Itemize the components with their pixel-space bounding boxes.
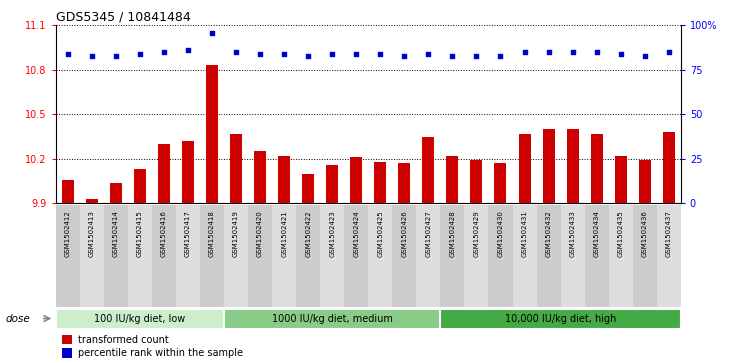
- Point: [446, 53, 458, 58]
- Point: [398, 53, 410, 58]
- Text: percentile rank within the sample: percentile rank within the sample: [78, 348, 243, 358]
- Text: GSM1502435: GSM1502435: [618, 210, 623, 257]
- Point: [182, 48, 194, 53]
- Text: transformed count: transformed count: [78, 335, 169, 345]
- Text: GSM1502433: GSM1502433: [570, 210, 576, 257]
- Point: [423, 51, 434, 57]
- Bar: [470, 160, 482, 203]
- Point: [278, 51, 290, 57]
- Bar: [56, 309, 224, 329]
- Point: [230, 49, 242, 55]
- Point: [615, 51, 626, 57]
- Point: [591, 49, 603, 55]
- Text: GSM1502437: GSM1502437: [666, 210, 672, 257]
- Bar: [423, 136, 434, 203]
- Point: [206, 30, 218, 36]
- Text: dose: dose: [6, 314, 31, 323]
- Point: [327, 51, 339, 57]
- Point: [134, 51, 146, 57]
- Bar: [230, 134, 242, 203]
- Bar: [134, 169, 146, 203]
- Text: GSM1502414: GSM1502414: [113, 210, 119, 257]
- Point: [374, 51, 386, 57]
- Point: [495, 53, 507, 58]
- Bar: [62, 335, 72, 344]
- Point: [470, 53, 482, 58]
- Point: [567, 49, 579, 55]
- Bar: [440, 309, 681, 329]
- Point: [62, 51, 74, 57]
- Point: [302, 53, 314, 58]
- Text: GSM1502422: GSM1502422: [305, 210, 311, 257]
- Text: GSM1502418: GSM1502418: [209, 210, 215, 257]
- Bar: [663, 132, 675, 203]
- Text: GSM1502424: GSM1502424: [353, 210, 359, 257]
- Text: GSM1502415: GSM1502415: [137, 210, 143, 257]
- Bar: [398, 163, 411, 203]
- Point: [110, 53, 122, 58]
- Bar: [302, 174, 314, 203]
- Bar: [615, 156, 626, 203]
- Text: GSM1502420: GSM1502420: [257, 210, 263, 257]
- Point: [86, 53, 97, 58]
- Bar: [542, 129, 554, 203]
- Text: GSM1502431: GSM1502431: [522, 210, 527, 257]
- Bar: [254, 151, 266, 203]
- Text: GSM1502419: GSM1502419: [233, 210, 239, 257]
- Bar: [326, 165, 339, 203]
- Text: GSM1502425: GSM1502425: [377, 210, 383, 257]
- Point: [639, 53, 651, 58]
- Bar: [182, 141, 194, 203]
- Text: GSM1502417: GSM1502417: [185, 210, 191, 257]
- Bar: [374, 162, 386, 203]
- Bar: [519, 134, 530, 203]
- Text: GSM1502421: GSM1502421: [281, 210, 287, 257]
- Text: GSM1502426: GSM1502426: [401, 210, 407, 257]
- Bar: [206, 65, 218, 203]
- Bar: [278, 156, 290, 203]
- Bar: [158, 144, 170, 203]
- Point: [542, 49, 554, 55]
- Bar: [591, 134, 603, 203]
- Bar: [495, 163, 507, 203]
- Bar: [446, 156, 458, 203]
- Text: GSM1502428: GSM1502428: [449, 210, 455, 257]
- Text: 100 IU/kg diet, low: 100 IU/kg diet, low: [94, 314, 185, 323]
- Text: 1000 IU/kg diet, medium: 1000 IU/kg diet, medium: [272, 314, 393, 323]
- Text: GSM1502432: GSM1502432: [545, 210, 551, 257]
- Text: GSM1502416: GSM1502416: [161, 210, 167, 257]
- Text: GSM1502423: GSM1502423: [330, 210, 336, 257]
- Text: GSM1502434: GSM1502434: [594, 210, 600, 257]
- Text: GSM1502427: GSM1502427: [426, 210, 432, 257]
- Bar: [567, 129, 579, 203]
- Text: 10,000 IU/kg diet, high: 10,000 IU/kg diet, high: [505, 314, 616, 323]
- Bar: [638, 160, 651, 203]
- Bar: [350, 157, 362, 203]
- Text: GSM1502430: GSM1502430: [498, 210, 504, 257]
- Point: [254, 51, 266, 57]
- Bar: [62, 180, 74, 203]
- Text: GSM1502436: GSM1502436: [642, 210, 648, 257]
- Point: [519, 49, 530, 55]
- Point: [663, 49, 675, 55]
- Bar: [224, 309, 440, 329]
- Text: GDS5345 / 10841484: GDS5345 / 10841484: [56, 11, 190, 24]
- Bar: [86, 199, 98, 203]
- Bar: [62, 348, 72, 358]
- Text: GSM1502413: GSM1502413: [89, 210, 94, 257]
- Text: GSM1502412: GSM1502412: [65, 210, 71, 257]
- Point: [350, 51, 362, 57]
- Text: GSM1502429: GSM1502429: [473, 210, 479, 257]
- Point: [158, 49, 170, 55]
- Bar: [110, 183, 122, 203]
